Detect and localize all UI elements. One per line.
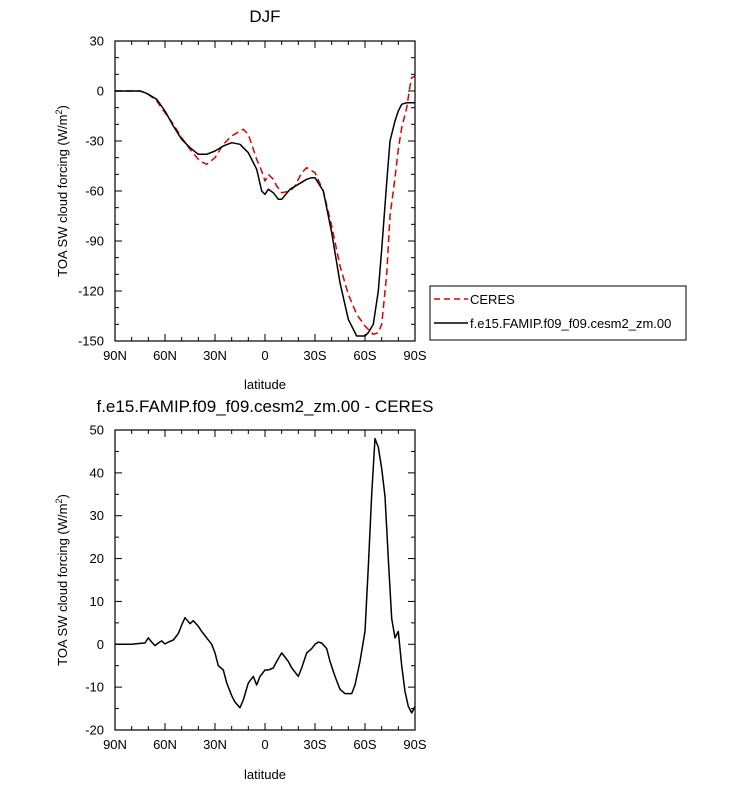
top-x-axis-label: latitude [244,377,286,392]
bottom-chart-title: f.e15.FAMIP.f09_f09.cesm2_zm.00 - CERES [96,397,433,416]
bottom-x-axis-label: latitude [244,767,286,782]
x-tick-label: 60N [153,737,177,752]
y-tick-label: -60 [85,184,104,199]
y-tick-label: 40 [90,465,104,480]
y-tick-label: 10 [90,594,104,609]
y-tick-label: -90 [85,234,104,249]
top-chart-title: DJF [249,7,280,26]
top-legend: CERES f.e15.FAMIP.f09_f09.cesm2_zm.00 [429,285,687,341]
series-line-difference [115,437,416,714]
x-tick-label: 60S [353,737,376,752]
x-tick-label: 0 [261,348,268,363]
y-tick-label: -10 [85,680,104,695]
x-tick-label: 30N [203,348,227,363]
y-tick-label: 30 [90,34,104,49]
y-tick-label: -20 [85,723,104,738]
x-tick-label: 90S [403,737,426,752]
legend-box [429,285,687,341]
x-tick-label: 90N [103,737,127,752]
x-tick-label: 60N [153,348,177,363]
x-tick-label: 30S [303,737,326,752]
x-tick-label: 30N [203,737,227,752]
y-tick-label: 0 [97,84,104,99]
top-panel: DJF 90N 60N 30N 0 30S 60S 90S 30 0 -30 -60 -90 -120 -… [54,7,687,392]
x-tick-label: 0 [261,737,268,752]
y-tick-label: -30 [85,134,104,149]
legend-label-model: f.e15.FAMIP.f09_f09.cesm2_zm.00 [470,316,671,331]
y-tick-label: 0 [97,637,104,652]
legend-label-ceres: CERES [470,292,515,307]
y-tick-label: -150 [78,334,104,349]
series-line-ceres [115,75,416,336]
y-tick-label: 30 [90,508,104,523]
y-tick-label: 20 [90,551,104,566]
y-tick-label: -120 [78,284,104,299]
series-line-f-e15-famip-f09-f09-cesm2-zm-00 [115,90,415,337]
x-tick-label: 90N [103,348,127,363]
bottom-plot-frame [114,429,416,731]
bottom-panel: f.e15.FAMIP.f09_f09.cesm2_zm.00 - CERES … [54,397,434,782]
y-tick-label: 50 [90,423,104,438]
x-tick-label: 90S [403,348,426,363]
bottom-y-axis-label: TOA SW cloud forcing (W/m2) [54,494,70,666]
top-plot-frame [114,40,416,342]
top-y-axis-label: TOA SW cloud forcing (W/m2) [54,105,70,277]
x-tick-label: 30S [303,348,326,363]
x-tick-label: 60S [353,348,376,363]
